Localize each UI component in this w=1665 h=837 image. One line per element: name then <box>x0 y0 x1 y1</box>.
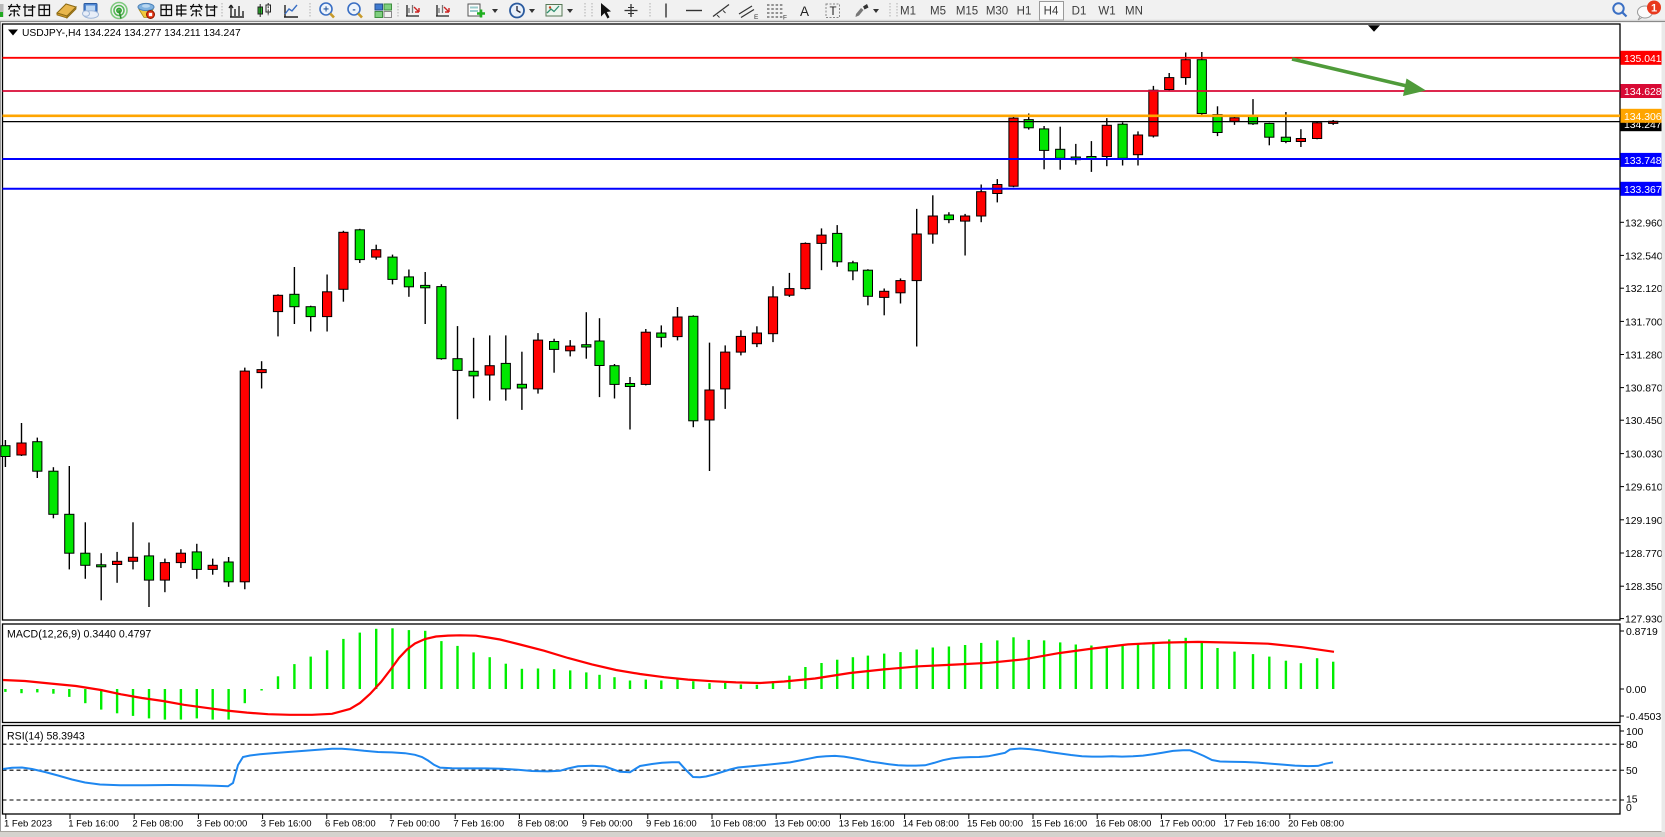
svg-text:9 Feb 00:00: 9 Feb 00:00 <box>582 819 633 830</box>
svg-text:USDJPY-,H4 134.224 134.277 13: USDJPY-,H4 134.224 134.277 134.211 134.2… <box>22 28 241 39</box>
svg-text:0.00: 0.00 <box>1626 685 1646 696</box>
svg-text:15 Feb 00:00: 15 Feb 00:00 <box>967 819 1023 830</box>
svg-text:D1: D1 <box>1072 6 1087 18</box>
svg-text:3 Feb 16:00: 3 Feb 16:00 <box>261 819 312 830</box>
svg-text:13 Feb 00:00: 13 Feb 00:00 <box>774 819 830 830</box>
svg-text:0.8719: 0.8719 <box>1626 627 1658 638</box>
svg-text:20 Feb 08:00: 20 Feb 08:00 <box>1288 819 1344 830</box>
svg-text:6 Feb 08:00: 6 Feb 08:00 <box>325 819 376 830</box>
svg-text:1 Feb 2023: 1 Feb 2023 <box>4 819 52 830</box>
svg-text:H1: H1 <box>1017 6 1032 18</box>
svg-text:132.540: 132.540 <box>1625 251 1663 262</box>
svg-text:M5: M5 <box>930 6 946 18</box>
svg-text:133.367: 133.367 <box>1624 185 1662 196</box>
svg-text:15 Feb 16:00: 15 Feb 16:00 <box>1031 819 1087 830</box>
svg-text:129.190: 129.190 <box>1625 516 1663 527</box>
svg-text:128.350: 128.350 <box>1625 582 1663 593</box>
svg-text:H4: H4 <box>1044 6 1059 18</box>
svg-text:F: F <box>783 15 787 22</box>
svg-text:8 Feb 08:00: 8 Feb 08:00 <box>518 819 569 830</box>
svg-text:A: A <box>800 4 809 19</box>
svg-text:2 Feb 08:00: 2 Feb 08:00 <box>132 819 183 830</box>
svg-text:132.960: 132.960 <box>1625 218 1663 229</box>
svg-text:135.041: 135.041 <box>1624 54 1662 65</box>
svg-text:MACD(12,26,9) 0.3440 0.4797: MACD(12,26,9) 0.3440 0.4797 <box>7 629 151 641</box>
svg-text:+: + <box>323 4 329 15</box>
svg-text:132.120: 132.120 <box>1625 284 1663 295</box>
svg-text:E: E <box>754 14 759 21</box>
svg-text:10 Feb 08:00: 10 Feb 08:00 <box>710 819 766 830</box>
svg-text:7 Feb 00:00: 7 Feb 00:00 <box>389 819 440 830</box>
svg-text:130.870: 130.870 <box>1625 384 1663 395</box>
svg-text:M15: M15 <box>956 6 978 18</box>
svg-text:50: 50 <box>1626 766 1638 777</box>
svg-text:134.306: 134.306 <box>1624 112 1662 123</box>
svg-text:129.610: 129.610 <box>1625 483 1663 494</box>
svg-text:130.030: 130.030 <box>1625 450 1663 461</box>
svg-text:9 Feb 16:00: 9 Feb 16:00 <box>646 819 697 830</box>
svg-text:17 Feb 00:00: 17 Feb 00:00 <box>1160 819 1216 830</box>
svg-text:-0.4503: -0.4503 <box>1626 712 1661 723</box>
svg-text:134.628: 134.628 <box>1624 87 1662 98</box>
svg-text:RSI(14) 58.3943: RSI(14) 58.3943 <box>7 731 85 743</box>
svg-text:3 Feb 00:00: 3 Feb 00:00 <box>197 819 248 830</box>
svg-text:1 Feb 16:00: 1 Feb 16:00 <box>68 819 119 830</box>
svg-text:131.280: 131.280 <box>1625 351 1663 362</box>
svg-text:133.748: 133.748 <box>1624 156 1662 167</box>
svg-text:134.247: 134.247 <box>1624 120 1662 131</box>
svg-text:100: 100 <box>1626 727 1644 738</box>
svg-text:W1: W1 <box>1098 6 1115 18</box>
svg-text:127.930: 127.930 <box>1625 615 1663 626</box>
svg-text:14 Feb 08:00: 14 Feb 08:00 <box>903 819 959 830</box>
svg-text:16 Feb 08:00: 16 Feb 08:00 <box>1095 819 1151 830</box>
svg-text:1: 1 <box>1651 3 1657 15</box>
svg-text:131.700: 131.700 <box>1625 317 1663 328</box>
svg-text:0: 0 <box>1626 803 1632 814</box>
svg-text:130.450: 130.450 <box>1625 416 1663 427</box>
svg-text:80: 80 <box>1626 740 1638 751</box>
svg-text:128.770: 128.770 <box>1625 549 1663 560</box>
svg-text:13 Feb 16:00: 13 Feb 16:00 <box>839 819 895 830</box>
svg-text:15: 15 <box>1626 795 1638 806</box>
svg-text:-: - <box>352 4 355 15</box>
svg-text:M1: M1 <box>900 6 916 18</box>
svg-text:M30: M30 <box>986 6 1008 18</box>
svg-text:MN: MN <box>1125 6 1143 18</box>
svg-text:7 Feb 16:00: 7 Feb 16:00 <box>453 819 504 830</box>
svg-text:17 Feb 16:00: 17 Feb 16:00 <box>1224 819 1280 830</box>
svg-text:T: T <box>830 6 837 18</box>
